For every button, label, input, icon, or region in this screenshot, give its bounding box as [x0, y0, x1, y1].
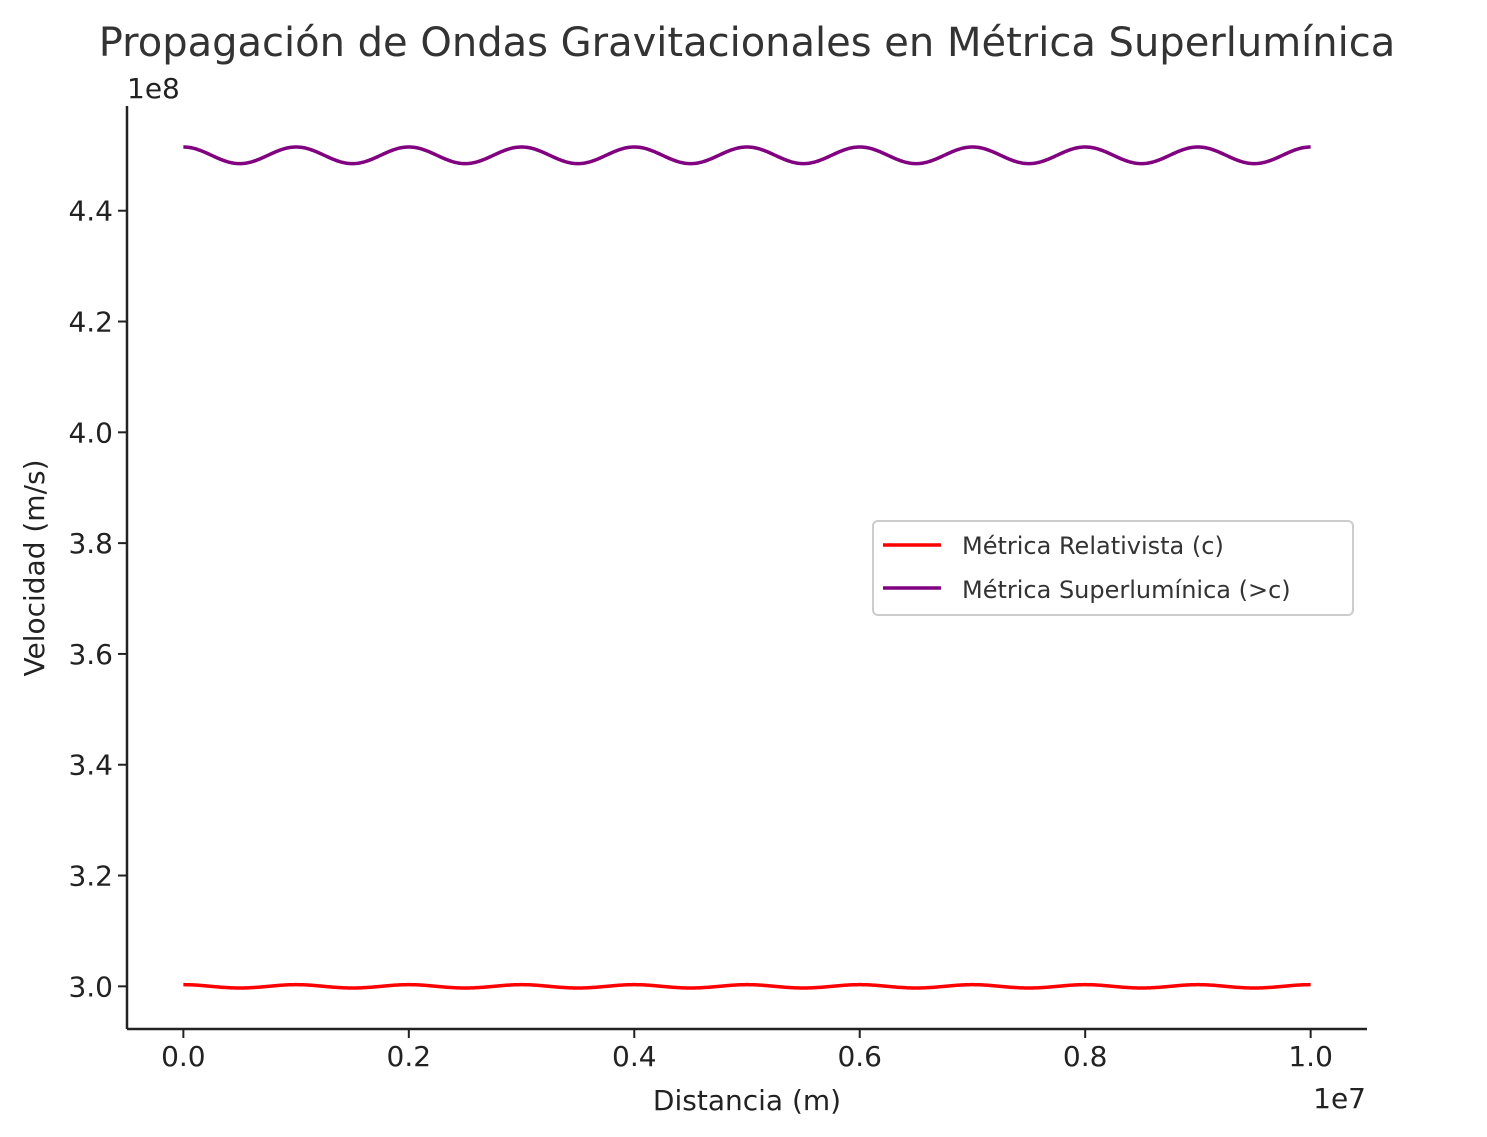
plot-area: [183, 145, 1311, 990]
legend-label-superluminica: Métrica Superlumínica (>c): [962, 576, 1291, 604]
y-tick-label: 4.4: [68, 195, 113, 228]
x-tick-label: 0.8: [1063, 1040, 1108, 1073]
x-ticks: 0.0 0.2 0.4 0.6 0.8 1.0: [161, 1029, 1333, 1073]
x-tick-label: 0.2: [387, 1040, 432, 1073]
x-axis-label: Distancia (m): [653, 1084, 841, 1117]
x-tick-label: 0.4: [612, 1040, 657, 1073]
y-offset-label: 1e8: [127, 72, 180, 105]
x-tick-label: 0.6: [837, 1040, 882, 1073]
x-offset-label: 1e7: [1313, 1082, 1366, 1115]
legend: Métrica Relativista (c) Métrica Superlum…: [872, 520, 1354, 616]
series-line-1: [183, 145, 1311, 166]
legend-label-relativista: Métrica Relativista (c): [962, 532, 1224, 560]
series-line-0: [183, 982, 1311, 990]
y-axis-label: Velocidad (m/s): [18, 459, 51, 676]
y-tick-label: 3.2: [68, 860, 113, 893]
chart-title: Propagación de Ondas Gravitacionales en …: [99, 20, 1396, 66]
y-tick-label: 3.0: [68, 970, 113, 1003]
y-tick-label: 3.8: [68, 527, 113, 560]
x-tick-label: 1.0: [1288, 1040, 1333, 1073]
y-ticks: 3.0 3.2 3.4 3.6 3.8 4.0 4.2 4.4: [68, 195, 127, 1003]
y-tick-label: 3.4: [68, 749, 113, 782]
legend-box: [872, 520, 1354, 616]
y-tick-label: 4.2: [68, 306, 113, 339]
y-tick-label: 4.0: [68, 416, 113, 449]
x-tick-label: 0.0: [161, 1040, 206, 1073]
y-tick-label: 3.6: [68, 638, 113, 671]
